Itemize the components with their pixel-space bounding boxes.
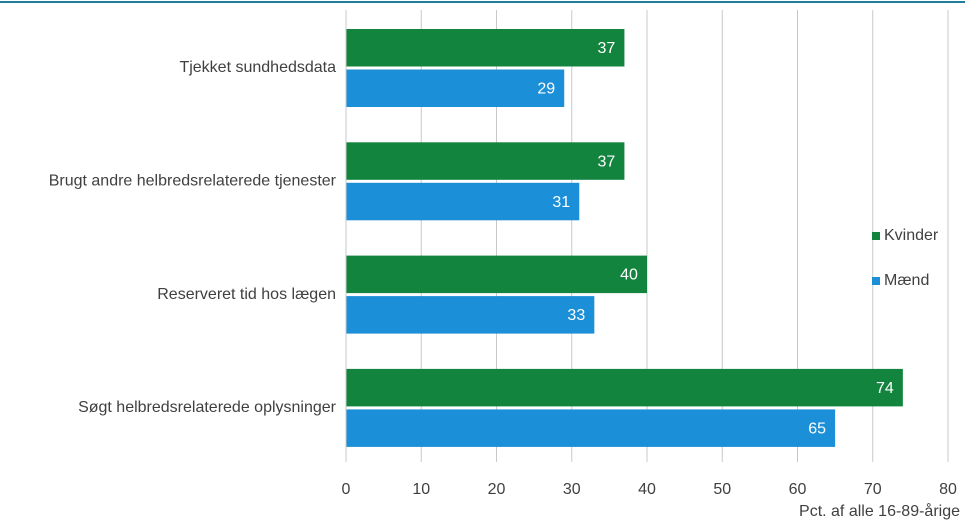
data-label: 37 [598, 40, 616, 57]
data-label: 29 [537, 80, 555, 97]
x-tick-label: 50 [713, 481, 731, 498]
bar [346, 255, 647, 294]
x-tick-label: 60 [789, 481, 807, 498]
bar [346, 368, 903, 407]
x-tick-label: 40 [638, 481, 656, 498]
data-label: 65 [808, 420, 826, 437]
x-axis-title: Pct. af alle 16-89-årige [799, 502, 960, 520]
data-label: 33 [567, 307, 585, 324]
x-tick-label: 30 [563, 481, 581, 498]
legend-label: Kvinder [884, 227, 939, 244]
category-label: Søgt helbredsrelaterede oplysninger [78, 399, 337, 416]
category-label: Brugt andre helbredsrelaterede tjenester [49, 173, 337, 190]
legend-swatch [872, 232, 880, 240]
category-label: Tjekket sundhedsdata [179, 59, 336, 76]
x-tick-label: 10 [412, 481, 430, 498]
data-label: 31 [552, 194, 570, 211]
x-tick-label: 80 [939, 481, 957, 498]
x-tick-label: 20 [488, 481, 506, 498]
category-label: Reserveret tid hos lægen [157, 286, 336, 303]
legend-swatch [872, 277, 880, 285]
data-label: 74 [876, 380, 894, 397]
legend-label: Mænd [884, 272, 929, 289]
x-tick-label: 70 [864, 481, 882, 498]
bar [346, 182, 580, 221]
bar [346, 69, 565, 107]
data-label: 37 [598, 153, 616, 170]
data-label: 40 [620, 267, 638, 284]
bar [346, 142, 625, 180]
bar [346, 409, 836, 447]
x-tick-label: 0 [342, 481, 351, 498]
bar [346, 29, 625, 67]
bar [346, 296, 595, 334]
